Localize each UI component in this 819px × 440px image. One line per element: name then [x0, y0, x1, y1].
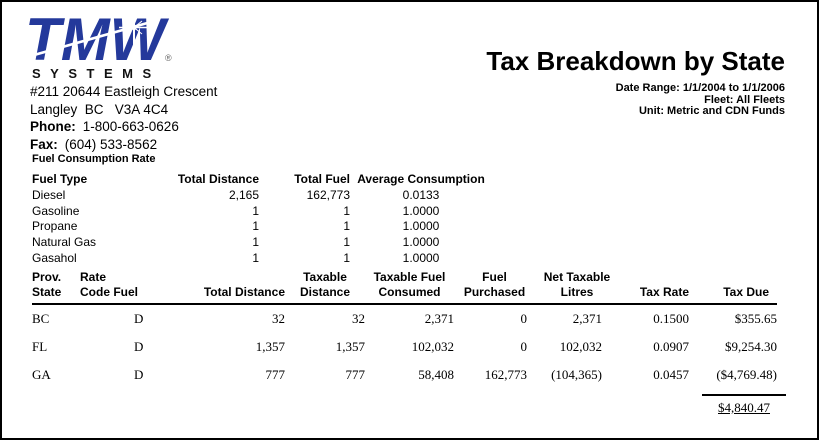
- tax-breakdown-table: Prov. State Rate Code Fuel Total Distanc…: [32, 268, 777, 389]
- cell: 1: [343, 203, 350, 218]
- page-title: Tax Breakdown by State: [486, 46, 785, 76]
- address-line-1: #211 20644 Eastleigh Crescent: [30, 84, 218, 99]
- fuel-table-header-row: Fuel Type Total Distance Total Fuel Aver…: [32, 170, 492, 187]
- section-title-fuel-consumption: Fuel Consumption Rate: [32, 153, 156, 165]
- cell: 0.1500: [653, 311, 689, 326]
- fax-label: Fax:: [30, 136, 58, 152]
- cell: (104,365): [551, 367, 602, 382]
- cell: 0: [520, 339, 528, 354]
- phone-label: Phone:: [30, 119, 76, 134]
- cell: 1: [343, 250, 350, 265]
- cell: 1: [252, 250, 259, 265]
- cell: 1: [252, 219, 259, 234]
- cell: D: [134, 311, 144, 326]
- phone-value: 1-800-663-0626: [82, 119, 179, 134]
- cell: 32: [272, 311, 285, 326]
- company-logo: TMW ® SYSTEMS: [27, 10, 177, 81]
- cell: 1: [343, 234, 350, 249]
- cell: 2,371: [572, 311, 602, 326]
- cell: 1: [252, 234, 259, 249]
- logo-subtext: SYSTEMS: [32, 66, 161, 81]
- fax-line: Fax: (604) 533-8562: [30, 136, 217, 154]
- cell: FL: [32, 339, 48, 354]
- cell: 1.0000: [402, 234, 440, 249]
- tax-breakdown-section: Prov. State Rate Code Fuel Total Distanc…: [32, 268, 777, 389]
- table-row: Gasahol 1 1 1.0000: [32, 250, 492, 266]
- col-header: Total Fuel: [294, 171, 350, 186]
- cell: 102,032: [411, 339, 454, 354]
- cell: D: [134, 367, 144, 382]
- cell: $355.65: [734, 311, 777, 326]
- cell: ($4,769.48): [716, 367, 777, 382]
- table-row: GA D 777 777 58,408 162,773 (104,365) 0.…: [32, 361, 777, 389]
- cell: 2,371: [424, 311, 454, 326]
- cell: 1.0000: [402, 203, 440, 218]
- meta-unit: Unit: Metric and CDN Funds: [638, 105, 785, 117]
- logo-star-icon: [119, 12, 149, 55]
- fuel-consumption-section: Fuel Consumption Rate Fuel Type Total Di…: [32, 153, 492, 265]
- cell: GA: [32, 367, 51, 382]
- col-header: Net Taxable Litres: [535, 268, 619, 305]
- table-row: Natural Gas 1 1 1.0000: [32, 234, 492, 250]
- cell: 1,357: [335, 339, 365, 354]
- phone-line: Phone: 1-800-663-0626: [30, 118, 217, 136]
- tax-due-total: $4,840.47: [702, 394, 786, 416]
- registered-mark: ®: [165, 53, 172, 62]
- cell: 0.0133: [402, 187, 440, 202]
- col-header: Average Consumption: [357, 171, 485, 186]
- col-header: Rate Code Fuel: [80, 268, 190, 305]
- cell: 0: [520, 311, 528, 326]
- table-row: BC D 32 32 2,371 0 2,371 0.1500 $355.65: [32, 304, 777, 333]
- fax-value: (604) 533-8562: [64, 136, 158, 152]
- col-header: Fuel Type: [32, 171, 88, 186]
- cell: 1: [252, 203, 259, 218]
- cell: 1: [343, 219, 350, 234]
- cell: Natural Gas: [32, 234, 97, 249]
- cell: 162,773: [306, 187, 350, 202]
- col-header: Taxable Fuel Consumed: [365, 268, 454, 305]
- cell: 1.0000: [402, 250, 440, 265]
- tax-table-header-row: Prov. State Rate Code Fuel Total Distanc…: [32, 268, 777, 305]
- cell: Diesel: [32, 187, 66, 202]
- cell: Gasahol: [32, 250, 77, 265]
- cell: 0.0457: [653, 367, 689, 382]
- col-header: Tax Rate: [619, 268, 689, 305]
- cell: 102,032: [559, 339, 602, 354]
- cell: D: [134, 339, 144, 354]
- cell: 1.0000: [402, 219, 440, 234]
- table-row: Diesel 2,165 162,773 0.0133: [32, 187, 492, 203]
- cell: 777: [345, 367, 366, 382]
- cell: 0.0907: [653, 339, 689, 354]
- company-address: #211 20644 Eastleigh Crescent Langley BC…: [30, 83, 217, 153]
- cell: $9,254.30: [725, 339, 777, 354]
- total-due-value: $4,840.47: [718, 400, 770, 415]
- col-header: Taxable Distance: [285, 268, 365, 305]
- col-header: Total Distance: [190, 268, 285, 305]
- cell: 58,408: [418, 367, 454, 382]
- cell: 1,357: [255, 339, 285, 354]
- cell: 777: [265, 367, 286, 382]
- col-header: Total Distance: [177, 171, 259, 186]
- col-header: Fuel Purchased: [454, 268, 535, 305]
- cell: Propane: [32, 219, 78, 234]
- cell: 2,165: [228, 187, 259, 202]
- report-header: Tax Breakdown by State Date Range: 1/1/2…: [486, 46, 785, 118]
- table-row: FL D 1,357 1,357 102,032 0 102,032 0.090…: [32, 333, 777, 361]
- col-header: Tax Due: [689, 268, 777, 305]
- table-row: Propane 1 1 1.0000: [32, 218, 492, 234]
- cell: 162,773: [484, 367, 527, 382]
- address-line-2: Langley BC V3A 4C4: [30, 101, 169, 117]
- meta-date-range: Date Range: 1/1/2004 to 1/1/2006: [615, 82, 785, 94]
- tmw-logo-icon: TMW ®: [27, 10, 172, 62]
- cell: Gasoline: [32, 203, 80, 218]
- meta-fleet: Fleet: All Fleets: [704, 93, 785, 106]
- col-header: Prov. State: [32, 268, 80, 305]
- cell: 32: [352, 311, 365, 326]
- fuel-consumption-table: Fuel Type Total Distance Total Fuel Aver…: [32, 170, 492, 265]
- cell: BC: [32, 311, 50, 326]
- table-row: Gasoline 1 1 1.0000: [32, 203, 492, 219]
- report-meta: Date Range: 1/1/2004 to 1/1/2006 Fleet: …: [486, 82, 785, 118]
